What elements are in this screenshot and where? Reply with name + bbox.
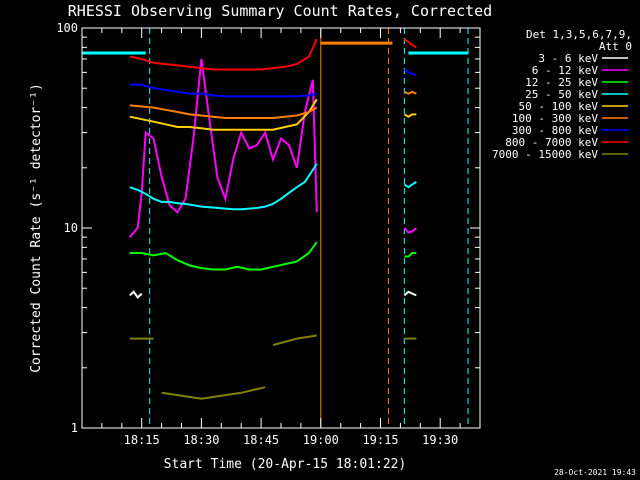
timestamp: 28-Oct-2021 19:43 bbox=[554, 468, 636, 477]
legend-label-6: 300 - 800 keV bbox=[512, 124, 598, 137]
series-line-2-0 bbox=[129, 241, 318, 271]
y-tick-label-2: 100 bbox=[56, 21, 78, 35]
series-line-4-0 bbox=[129, 98, 318, 131]
legend-label-8: 7000 - 15000 keV bbox=[492, 148, 598, 161]
legend-label-4: 50 - 100 keV bbox=[519, 100, 599, 113]
legend-label-5: 100 - 300 keV bbox=[512, 112, 598, 125]
series-line-2-1 bbox=[404, 252, 417, 258]
series-line-6-0 bbox=[129, 83, 318, 98]
series-line-0-0 bbox=[129, 290, 143, 299]
axes-layer: 1 10 100 18:15 18:30 18:45 19:00 19:15 19:30 bbox=[56, 21, 481, 447]
series-line-7-0 bbox=[129, 38, 318, 71]
legend-header-detectors: Det 1,3,5,6,7,9, bbox=[526, 28, 632, 41]
series-line-8-2 bbox=[272, 334, 317, 346]
series-line-5-0 bbox=[129, 104, 318, 119]
series-line-4-1 bbox=[403, 113, 417, 118]
series-line-6-1 bbox=[403, 68, 417, 77]
series-line-3-0 bbox=[129, 163, 318, 211]
series-line-5-1 bbox=[403, 90, 417, 95]
y-tick-label-1: 10 bbox=[64, 221, 78, 235]
x-tick-label-1: 18:30 bbox=[183, 433, 219, 447]
x-tick-label-2: 18:45 bbox=[243, 433, 279, 447]
x-axis-label: Start Time (20-Apr-15 18:01:22) bbox=[164, 457, 407, 472]
series-line-1-1 bbox=[403, 227, 417, 234]
series-line-7-1 bbox=[403, 38, 417, 49]
series-line-3-1 bbox=[403, 181, 417, 189]
chart-title: RHESSI Observing Summary Count Rates, Co… bbox=[68, 2, 492, 20]
x-tick-label-3: 19:00 bbox=[303, 433, 339, 447]
legend-label-1: 6 - 12 keV bbox=[532, 64, 599, 77]
x-tick-label-5: 19:30 bbox=[422, 433, 458, 447]
x-tick-label-4: 19:15 bbox=[362, 433, 398, 447]
data-layer bbox=[82, 28, 469, 428]
y-tick-label-0: 1 bbox=[71, 421, 78, 435]
x-tick-label-0: 18:15 bbox=[124, 433, 160, 447]
legend-header-attenuator: Att 0 bbox=[599, 40, 632, 53]
legend-label-7: 800 - 7000 keV bbox=[505, 136, 598, 149]
legend-label-3: 25 - 50 keV bbox=[525, 88, 598, 101]
series-line-8-1 bbox=[161, 386, 266, 400]
legend-label-2: 12 - 25 keV bbox=[525, 76, 598, 89]
legend-label-0: 3 - 6 keV bbox=[538, 52, 598, 65]
series-line-1-0 bbox=[129, 58, 318, 238]
y-axis-label: Corrected Count Rate (s⁻¹ detector⁻¹) bbox=[29, 83, 44, 373]
series-line-0-1 bbox=[403, 290, 417, 297]
